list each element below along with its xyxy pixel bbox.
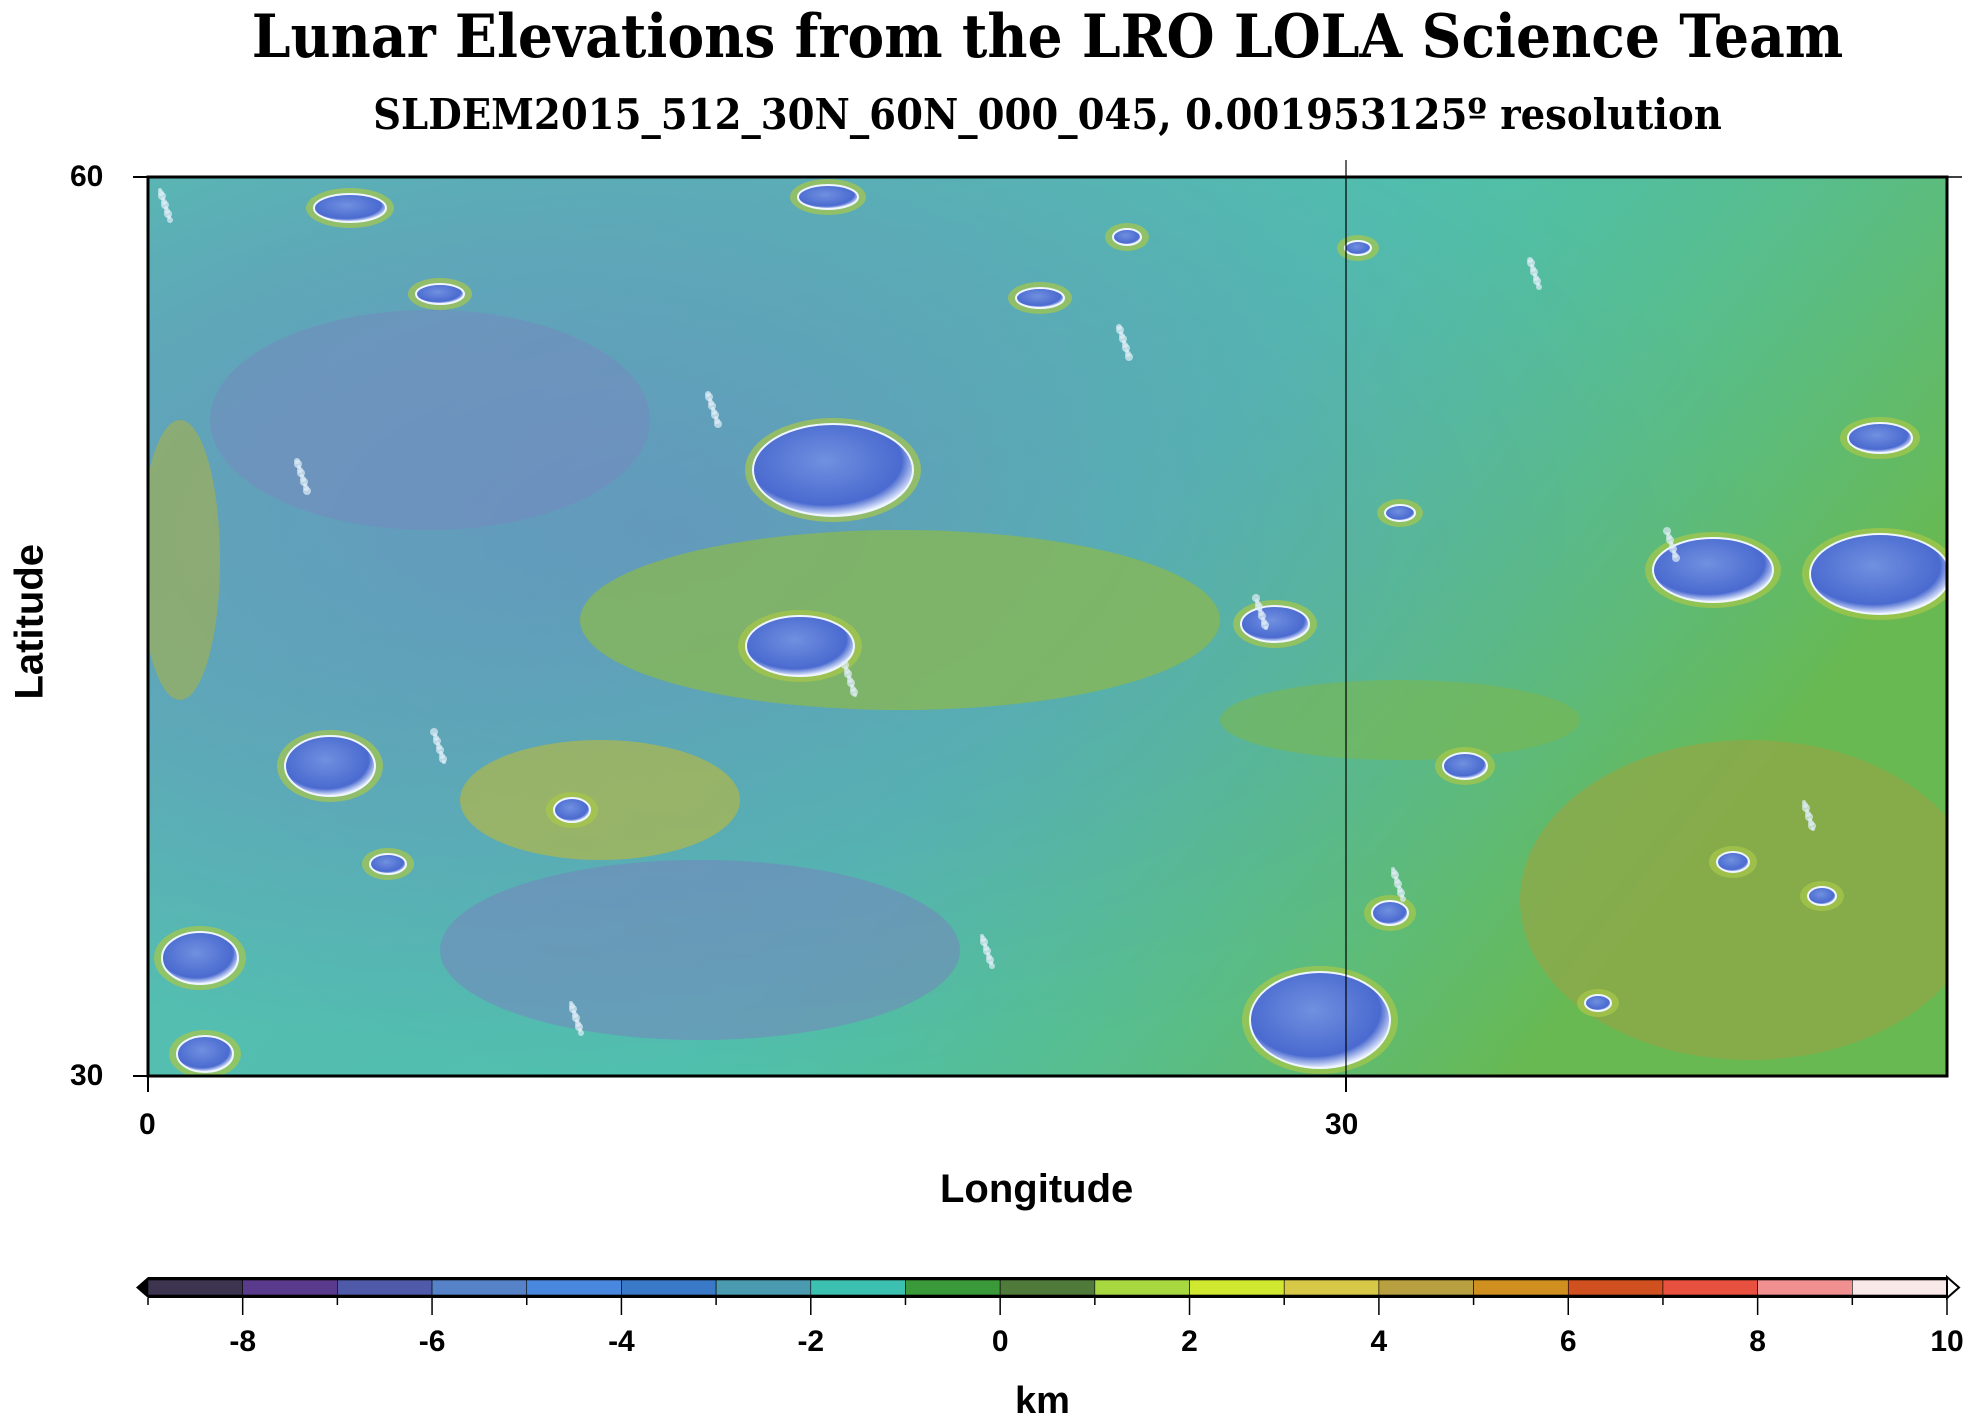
- crater: [1371, 900, 1409, 926]
- crater: [1112, 228, 1142, 246]
- crater: [1344, 240, 1372, 256]
- colorbar-segment: [1473, 1279, 1569, 1296]
- crater: [1442, 752, 1488, 780]
- colorbar-segment: [999, 1279, 1096, 1296]
- colorbar-segment: [526, 1279, 622, 1296]
- colorbar-segment: [1662, 1279, 1758, 1296]
- colorbar-tick-label: 4: [1370, 1325, 1388, 1358]
- crater: [1249, 971, 1391, 1069]
- colorbar-tick-label: 0: [991, 1325, 1009, 1358]
- colorbar-segment: [242, 1279, 338, 1296]
- crater: [745, 615, 855, 677]
- colorbar-segment: [1757, 1279, 1853, 1296]
- colorbar-segment: [1283, 1279, 1380, 1296]
- x-axis-label: Longitude: [940, 1167, 1134, 1211]
- highland-ridge: [148, 420, 220, 700]
- mare-basin: [210, 310, 650, 530]
- colorbar: [136, 1274, 1961, 1315]
- crater: [1807, 886, 1837, 906]
- crater: [1015, 287, 1065, 309]
- crater: [1240, 605, 1310, 643]
- crater: [553, 797, 591, 823]
- crater: [752, 423, 914, 517]
- colorbar-low-arrow: [136, 1277, 148, 1298]
- chart-subtitle: SLDEM2015_512_30N_60N_000_045, 0.0019531…: [373, 90, 1722, 139]
- colorbar-segment: [147, 1279, 243, 1296]
- crater: [797, 184, 859, 210]
- crater: [1716, 851, 1750, 873]
- colorbar-high-arrow: [1946, 1274, 1961, 1301]
- small-crater: [442, 760, 446, 764]
- small-crater: [1536, 284, 1542, 290]
- small-crater: [714, 420, 722, 428]
- mare-basin: [440, 860, 960, 1040]
- y-tick-label-30: 30: [70, 1059, 104, 1092]
- crater: [1584, 994, 1612, 1012]
- small-crater: [989, 963, 995, 969]
- colorbar-segment: [1378, 1279, 1474, 1296]
- highland-ridge: [1520, 740, 1947, 1060]
- crater: [284, 735, 376, 797]
- colorbar-tick-label: -6: [418, 1325, 446, 1358]
- colorbar-tick-label: 10: [1930, 1325, 1964, 1358]
- colorbar-tick-label: 8: [1749, 1325, 1766, 1358]
- x-tick-label-0: 0: [139, 1108, 156, 1141]
- colorbar-tick-label: 6: [1559, 1325, 1577, 1358]
- crater: [369, 853, 407, 875]
- colorbar-segment: [905, 1279, 1001, 1296]
- colorbar-segment: [1852, 1279, 1948, 1296]
- y-tick-label-60: 60: [70, 160, 104, 193]
- crater: [176, 1035, 234, 1073]
- crater: [1809, 533, 1947, 615]
- colorbar-segment: [715, 1279, 812, 1296]
- highland-ridge: [1220, 680, 1580, 760]
- colorbar-tick-label: -4: [608, 1325, 635, 1358]
- colorbar-segment: [431, 1279, 528, 1296]
- small-crater: [1811, 827, 1815, 831]
- highland-ridge: [580, 530, 1220, 710]
- colorbar-tick-label: -2: [797, 1325, 825, 1358]
- colorbar-label: km: [1015, 1380, 1070, 1422]
- colorbar-tick-label: -8: [229, 1325, 257, 1358]
- colorbar-segment: [337, 1279, 433, 1296]
- colorbar-tick-label: 2: [1181, 1325, 1198, 1358]
- map-frame: [146, 175, 1949, 1078]
- small-crater: [1264, 626, 1268, 630]
- small-crater: [1400, 896, 1406, 902]
- colorbar-segment: [1189, 1279, 1285, 1296]
- crater: [1652, 537, 1774, 603]
- crater: [161, 931, 239, 985]
- small-crater: [303, 487, 311, 495]
- chart-title: Lunar Elevations from the LRO LOLA Scien…: [251, 2, 1844, 72]
- terrain-image: [148, 177, 1947, 1076]
- small-crater: [853, 693, 857, 697]
- y-axis-label: Latitude: [7, 543, 52, 700]
- small-crater: [1125, 353, 1133, 361]
- crater: [415, 283, 465, 305]
- crater: [1847, 422, 1913, 454]
- small-crater: [167, 217, 173, 223]
- x-tick-label-30: 30: [1325, 1108, 1359, 1141]
- crater: [1384, 504, 1416, 522]
- colorbar-segment: [621, 1279, 717, 1296]
- small-crater: [578, 1030, 584, 1036]
- colorbar-segment: [1567, 1279, 1664, 1296]
- highland-ridge: [460, 740, 740, 860]
- crater: [313, 193, 387, 223]
- colorbar-segment: [810, 1279, 906, 1296]
- small-crater: [1672, 554, 1680, 562]
- colorbar-segment: [1094, 1279, 1190, 1296]
